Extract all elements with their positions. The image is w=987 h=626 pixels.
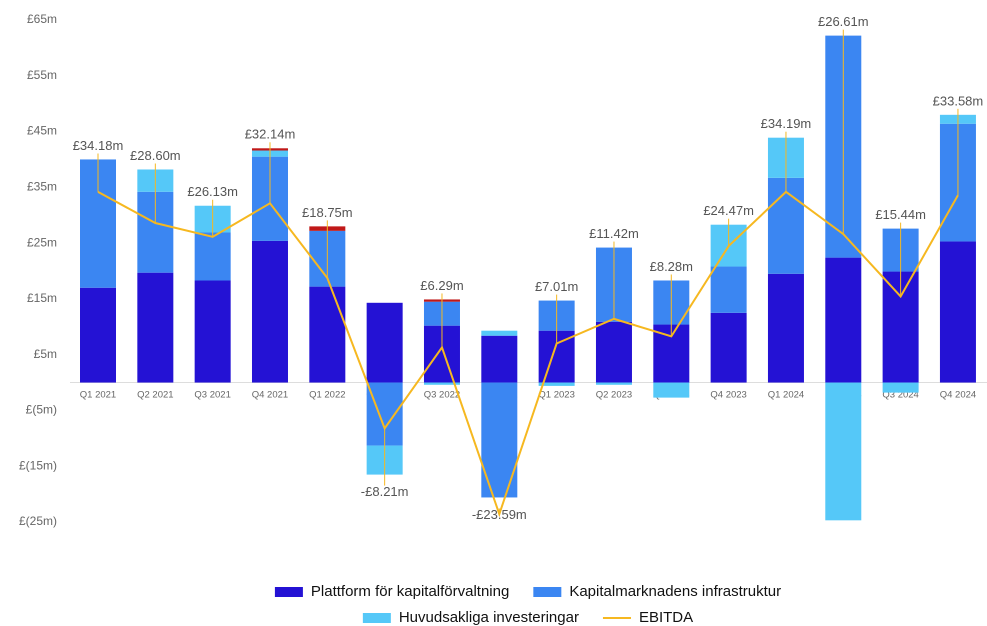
data-label: £28.60m [130, 148, 181, 163]
x-tick-label: Q1 2022 [309, 390, 345, 401]
legend-swatch [533, 587, 562, 597]
y-tick-label: £25m [27, 235, 57, 249]
data-label: £34.18m [73, 138, 124, 153]
x-tick-label: Q3 2022 [424, 390, 460, 401]
bar [767, 177, 804, 274]
data-label: £7.01m [535, 279, 578, 294]
bar [251, 240, 288, 383]
bar [595, 321, 632, 383]
x-tick-label: Q4 2023 [710, 390, 746, 401]
x-tick-label: Q4 2024 [940, 390, 976, 401]
bar [423, 382, 460, 385]
y-tick-label: £(5m) [26, 403, 57, 417]
y-tick-label: £65m [27, 12, 57, 26]
data-label: £11.42m [589, 226, 639, 241]
y-tick-label: £35m [27, 180, 57, 194]
data-label: £32.14m [245, 127, 296, 142]
data-label: £6.29m [420, 278, 463, 293]
data-label: £18.75m [302, 205, 353, 220]
bar [481, 335, 518, 383]
data-label: £33.58m [933, 93, 984, 108]
x-tick-label: Q2 2023 [596, 390, 632, 401]
bar [825, 382, 862, 521]
line [97, 190, 959, 518]
x-tick-label: Q3 2021 [194, 390, 230, 401]
x-tick-label: Q2 2021 [137, 390, 173, 401]
bar [194, 232, 231, 281]
x-tick-label: Q4 2021 [252, 390, 288, 401]
bar [538, 382, 575, 386]
legend-label: Huvudsakliga investeringar [399, 609, 579, 626]
bar [882, 382, 919, 393]
bar [825, 257, 862, 383]
x-tick-label: Q3 2024 [882, 390, 918, 401]
bar [710, 266, 747, 313]
legend-swatch [362, 613, 391, 623]
data-label: £15.44m [875, 207, 926, 222]
bar [366, 302, 403, 383]
bar [80, 287, 116, 383]
bar [939, 241, 976, 383]
data-label: £24.47m [703, 203, 754, 218]
bar [595, 382, 632, 385]
bar [710, 312, 747, 383]
x-tick-label: Q1 2021 [80, 390, 116, 401]
data-label: £26.13m [187, 184, 238, 199]
bar [309, 286, 346, 383]
y-tick-label: £55m [27, 68, 57, 82]
data-label: -£8.21m [361, 484, 409, 499]
bar [137, 272, 174, 383]
y-tick-label: £45m [27, 124, 57, 138]
legend-label: Kapitalmarknadens infrastruktur [569, 583, 781, 600]
data-label: £34.19m [761, 116, 812, 131]
bar [767, 273, 804, 383]
y-tick-label: £5m [34, 347, 57, 361]
x-tick-label: Q1 2023 [538, 390, 574, 401]
y-tick-label: £(15m) [19, 458, 57, 472]
legend-label: EBITDA [639, 609, 693, 626]
data-label: £26.61m [818, 14, 869, 29]
legend: Plattform för kapitalförvaltning Kapitalm… [274, 583, 781, 626]
data-label: £8.28m [650, 259, 693, 274]
bar [194, 280, 231, 383]
y-tick-label: £15m [27, 291, 57, 305]
legend-swatch [274, 587, 303, 597]
y-tick-label: £(25m) [19, 514, 57, 528]
bar [653, 382, 690, 398]
legend-label: Plattform för kapitalförvaltning [311, 583, 509, 600]
bar [481, 330, 518, 336]
x-tick-label: Q1 2024 [768, 390, 804, 401]
